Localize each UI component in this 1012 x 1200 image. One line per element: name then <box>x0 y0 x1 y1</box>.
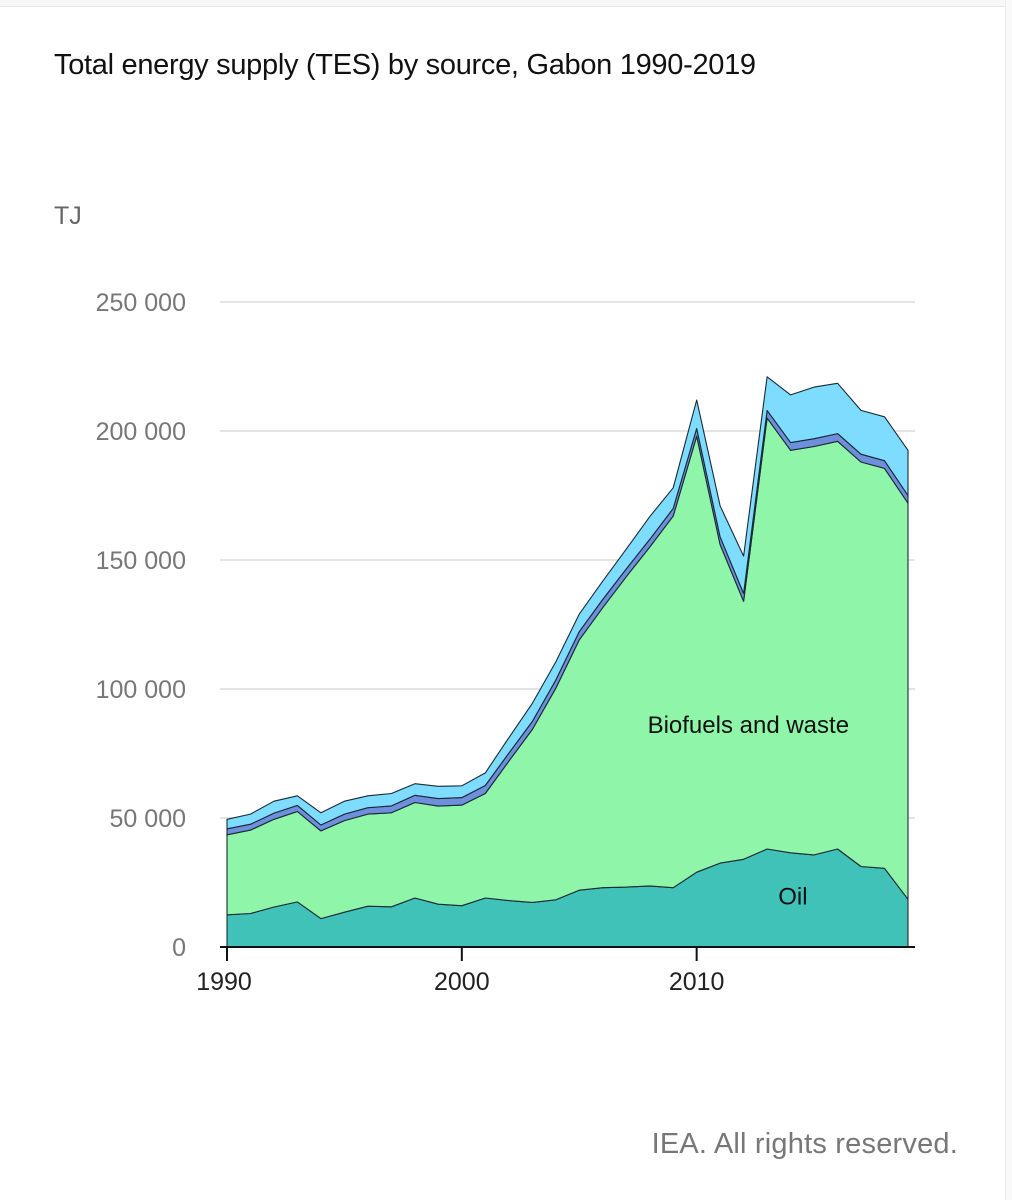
y-tick-label-200000: 200 000 <box>96 418 186 446</box>
axes <box>220 946 915 961</box>
x-tick-label-2010: 2010 <box>669 968 725 996</box>
right-border <box>1005 0 1012 1200</box>
y-axis-unit-label: TJ <box>54 202 82 230</box>
annotation-oil: Oil <box>778 883 807 910</box>
copyright-footer: IEA. All rights reserved. <box>651 1128 958 1160</box>
annotation-biofuels-and-waste: Biofuels and waste <box>648 712 849 739</box>
y-tick-label-50000: 50 000 <box>110 805 186 833</box>
y-tick-label-150000: 150 000 <box>96 547 186 575</box>
y-tick-label-100000: 100 000 <box>96 676 186 704</box>
area-hydro <box>226 376 909 830</box>
y-tick-label-250000: 250 000 <box>96 289 186 317</box>
area-biofuels-and-waste <box>226 417 909 920</box>
tick-labels: 0 50 000 100 000 150 000 200 000 250 000 1990 2… <box>96 289 725 996</box>
x-tick-label-2000: 2000 <box>434 968 490 996</box>
x-tick-label-1990: 1990 <box>196 968 252 996</box>
stacked-areas <box>226 376 909 948</box>
top-border <box>0 0 1012 7</box>
y-tick-label-0: 0 <box>172 934 186 962</box>
chart-title: Total energy supply (TES) by source, Gab… <box>54 49 756 81</box>
annotations: Biofuels and waste Oil <box>648 712 849 911</box>
